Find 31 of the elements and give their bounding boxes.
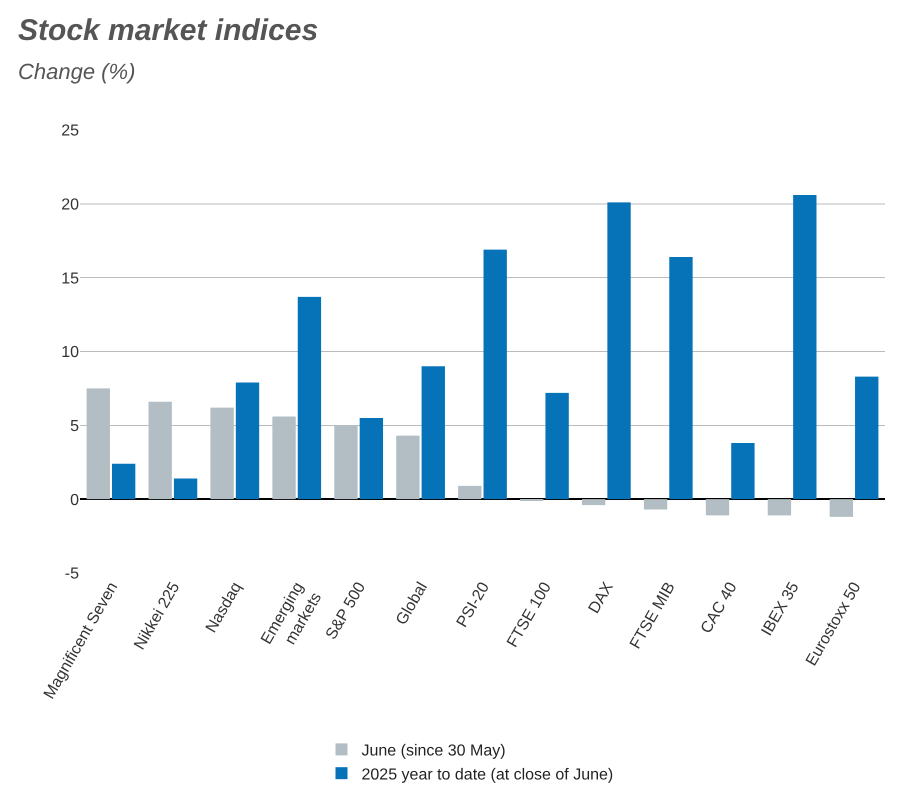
bar xyxy=(768,499,792,516)
y-tick-label: 0 xyxy=(70,492,80,509)
bar xyxy=(236,382,260,500)
legend-label: June (since 30 May) xyxy=(362,742,506,760)
bar xyxy=(112,464,136,500)
bar xyxy=(298,296,322,500)
bar xyxy=(669,256,693,500)
y-tick-label: 10 xyxy=(61,344,80,362)
bar xyxy=(855,376,878,500)
chart-subtitle: Change (%) xyxy=(18,59,136,84)
y-tick-label: 15 xyxy=(61,270,80,288)
chart-title: Stock market indices xyxy=(18,14,318,48)
bar xyxy=(731,443,755,500)
bar xyxy=(793,194,816,500)
bar xyxy=(360,418,384,500)
bar xyxy=(706,499,730,516)
bar xyxy=(422,366,445,500)
y-tick-label: -5 xyxy=(64,566,80,583)
y-tick-label: 5 xyxy=(70,418,80,435)
bar xyxy=(396,436,420,500)
bar xyxy=(174,478,198,500)
bar xyxy=(484,250,507,500)
bar xyxy=(582,499,606,506)
bar xyxy=(607,202,631,500)
y-tick-label: 25 xyxy=(61,122,80,140)
bar xyxy=(545,392,569,500)
bar xyxy=(458,486,482,500)
y-tick-label: 20 xyxy=(61,196,80,214)
bar xyxy=(644,499,668,510)
legend-label: 2025 year to date (at close of June) xyxy=(362,766,614,784)
bar xyxy=(830,499,854,517)
